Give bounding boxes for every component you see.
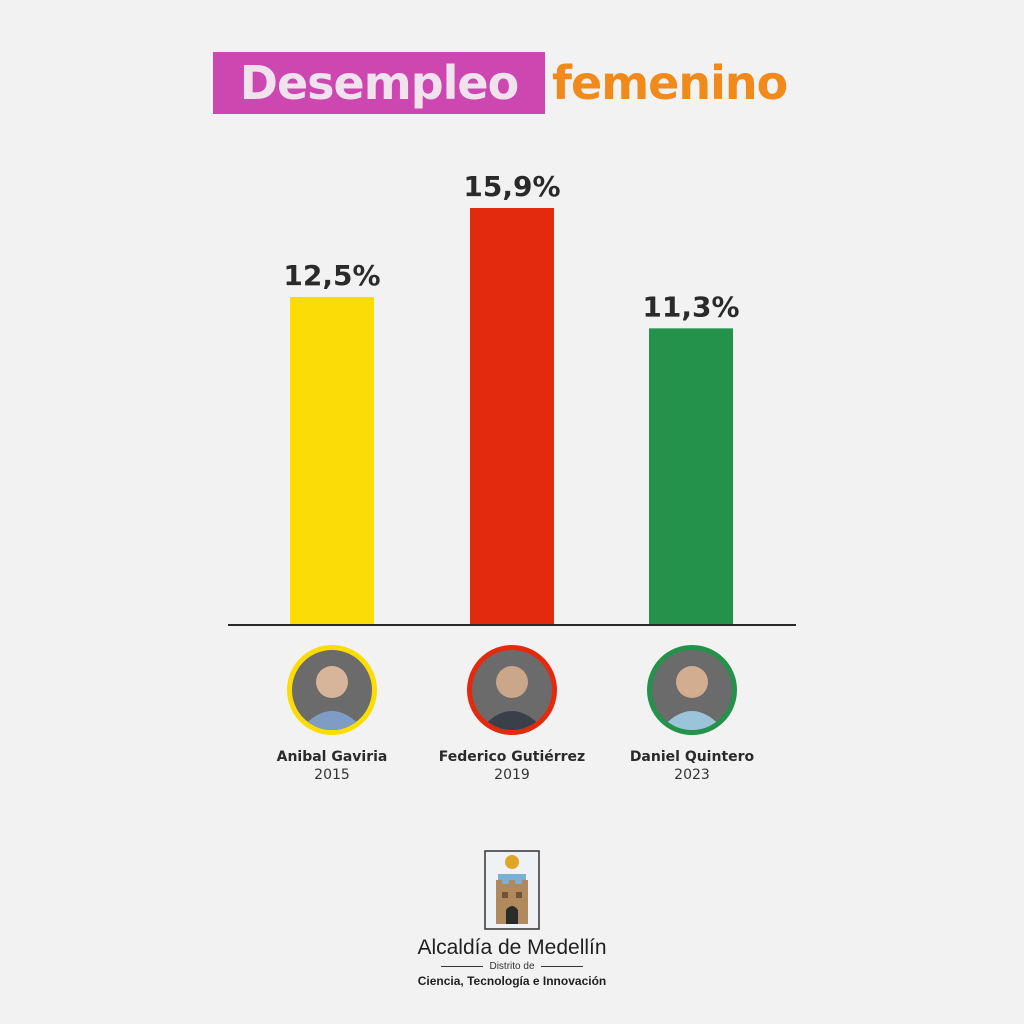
logo-tagline: Ciencia, Tecnología e Innovación bbox=[417, 974, 607, 988]
candidate-photo bbox=[287, 645, 377, 735]
candidate-daniel-quintero: Daniel Quintero 2023 bbox=[592, 645, 792, 783]
candidate-year: 2023 bbox=[674, 767, 710, 783]
candidate-photo bbox=[647, 645, 737, 735]
bar-value-label: 12,5% bbox=[283, 259, 380, 292]
title-highlight-box bbox=[213, 52, 545, 114]
bar-3 bbox=[649, 328, 733, 624]
candidate-anibal-gaviria: Anibal Gaviria 2015 bbox=[232, 645, 432, 783]
divider-left bbox=[441, 966, 484, 967]
title-word-1: Desempleo bbox=[239, 56, 519, 110]
candidate-name: Daniel Quintero bbox=[629, 749, 755, 765]
bar-2 bbox=[470, 208, 554, 624]
candidate-name: Anibal Gaviria bbox=[276, 749, 388, 765]
title-word-2: femenino bbox=[552, 56, 788, 110]
logo-name: Alcaldía de Medellín bbox=[417, 936, 607, 959]
bar-value-label: 15,9% bbox=[463, 170, 560, 203]
candidate-federico-gutierrez: Federico Gutiérrez 2019 bbox=[412, 645, 612, 783]
logo-subtitle: Distrito de bbox=[489, 961, 535, 972]
candidate-photo bbox=[467, 645, 557, 735]
bar-1 bbox=[290, 296, 374, 624]
bar-chart: 12,5% 15,9% 11,3% bbox=[228, 170, 796, 626]
person-icon bbox=[660, 666, 724, 730]
alcaldia-logo: Alcaldía de Medellín Distrito de Ciencia… bbox=[412, 850, 612, 988]
divider-right bbox=[540, 966, 583, 967]
person-icon bbox=[480, 666, 544, 730]
candidate-name: Federico Gutiérrez bbox=[438, 749, 586, 765]
bar-value-label: 11,3% bbox=[642, 290, 739, 323]
coat-of-arms-icon bbox=[484, 850, 540, 930]
person-icon bbox=[300, 666, 364, 730]
candidate-year: 2015 bbox=[314, 767, 350, 783]
chart-title: Desempleo femenino bbox=[0, 48, 1024, 118]
candidate-year: 2019 bbox=[494, 767, 530, 783]
